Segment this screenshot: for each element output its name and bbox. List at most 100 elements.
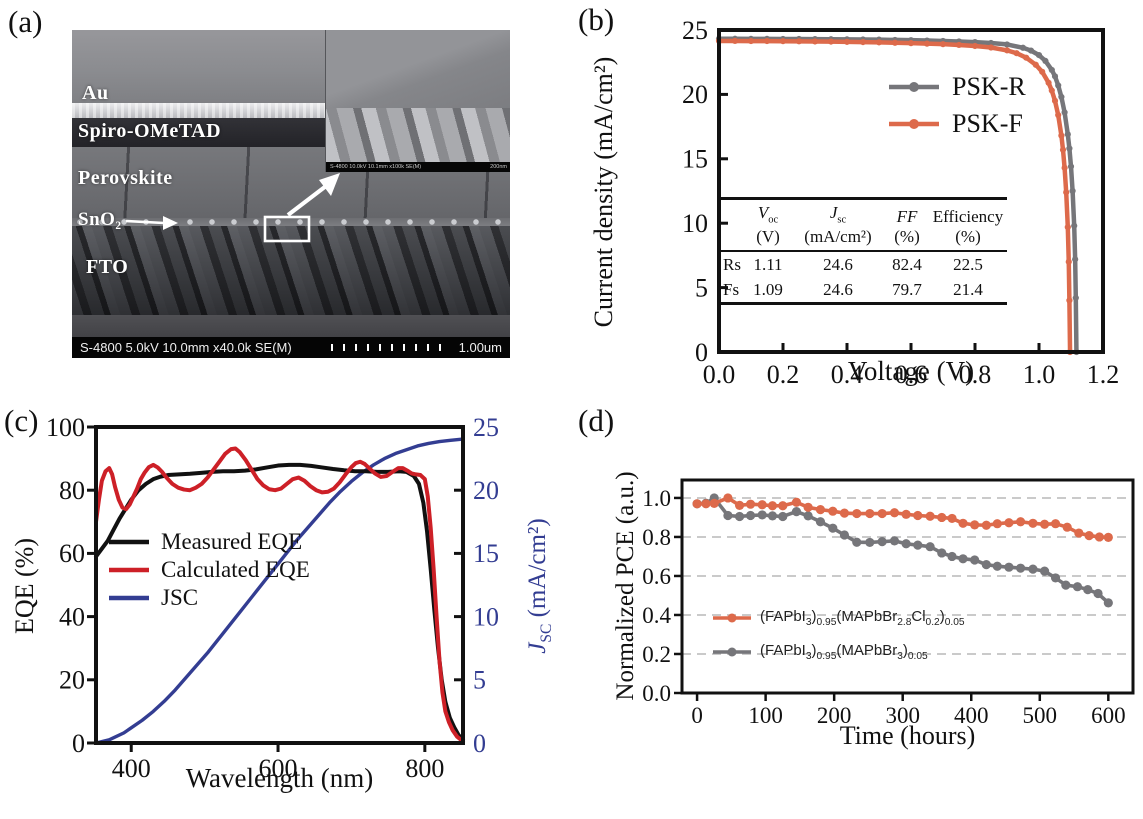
x-tick-label: 1.0 xyxy=(1023,360,1056,389)
y-tick-label: 25 xyxy=(682,16,708,45)
series-marker-(FAPbI3)0.95(MAPbBr2.8Cl0.2)0.05 xyxy=(865,508,875,519)
series-marker-PSK-R xyxy=(1071,222,1078,229)
series-marker-(FAPbI3)0.95(MAPbBr2.8Cl0.2)0.05 xyxy=(778,501,788,511)
series-marker-(FAPbI3)0.95(MAPbBr3)0.05 xyxy=(1061,580,1071,590)
y2-tick-label: 20 xyxy=(473,476,499,505)
series-marker-PSK-F xyxy=(955,41,963,49)
legend-item-(FAPbI3)0.95(MAPbBr2.8Cl0.2)0.05: (FAPbI3)0.95(MAPbBr2.8Cl0.2)0.05 xyxy=(712,601,965,635)
stability-x-axis-label: Time (hours) xyxy=(839,721,976,750)
x-tick-label: 1.2 xyxy=(1087,360,1120,389)
series-marker-PSK-F xyxy=(1039,68,1046,75)
series-marker-PSK-F xyxy=(923,40,931,47)
sem-status-bar: S-4800 5.0kV 10.0mm x40.0k SE(M) 1.00um xyxy=(72,337,510,358)
text-segment: J xyxy=(524,642,551,654)
y-tick-label: 80 xyxy=(59,476,85,505)
sem-inset-grain-region xyxy=(326,108,510,162)
y2-tick-label: 15 xyxy=(473,539,499,568)
sno2-arrow-head xyxy=(163,216,178,230)
y-tick-label: 60 xyxy=(59,539,85,568)
series-marker-(FAPbI3)0.95(MAPbBr3)0.05 xyxy=(1103,598,1113,608)
series-marker-PSK-R xyxy=(1069,187,1076,195)
x-tick-label: 0.4 xyxy=(831,360,864,389)
series-marker-(FAPbI3)0.95(MAPbBr2.8Cl0.2)0.05 xyxy=(992,519,1002,529)
sem-label-spiro: Spiro-OMeTAD xyxy=(78,120,222,142)
series-marker-PSK-R xyxy=(1019,44,1027,51)
series-marker-(FAPbI3)0.95(MAPbBr3)0.05 xyxy=(992,561,1002,571)
series-marker-(FAPbI3)0.95(MAPbBr2.8Cl0.2)0.05 xyxy=(1039,519,1050,529)
series-marker-PSK-R xyxy=(1042,57,1049,65)
table-header-cell: FF (%) xyxy=(894,206,920,246)
series-marker-PSK-F xyxy=(987,44,995,51)
series-marker-(FAPbI3)0.95(MAPbBr2.8Cl0.2)0.05 xyxy=(692,499,702,509)
x-tick-label: 400 xyxy=(954,703,989,728)
table-value-cell: 1.09 xyxy=(753,279,783,299)
panel-d: (d) 0 100 200 300 400 500 600 0.0 0.2 0.4 0.6 0.8 1.… xyxy=(570,395,1143,819)
text-segment: Cl xyxy=(911,608,926,625)
text-segment: (FAPbI xyxy=(760,642,806,659)
x-tick-label: 100 xyxy=(748,703,783,728)
series-marker-(FAPbI3)0.95(MAPbBr3)0.05 xyxy=(970,555,980,565)
inset-arrow-line xyxy=(286,181,332,217)
y-tick-label: 0.8 xyxy=(642,525,671,550)
series-marker-(FAPbI3)0.95(MAPbBr2.8Cl0.2)0.05 xyxy=(815,505,826,515)
series-marker-PSK-F xyxy=(971,42,979,50)
series-marker-(FAPbI3)0.95(MAPbBr2.8Cl0.2)0.05 xyxy=(839,508,850,518)
y2-tick-label: 5 xyxy=(473,666,486,695)
x-tick-label: 0.0 xyxy=(703,360,736,389)
sem-image: S-4800 10.0kV 10.1mm x100k SE(M) 200nm A… xyxy=(72,30,510,358)
series-marker-PSK-R xyxy=(1067,163,1075,170)
text-segment: (MAPbBr xyxy=(836,642,898,659)
table-row-label: Fs xyxy=(723,279,740,299)
sem-substrate-layer xyxy=(72,315,510,337)
series-marker-PSK-F xyxy=(1065,258,1072,265)
series-marker-PSK-F xyxy=(731,37,739,45)
series-marker-(FAPbI3)0.95(MAPbBr2.8Cl0.2)0.05 xyxy=(1062,522,1072,532)
text-segment: 2.8 xyxy=(897,617,912,628)
y-tick-label: 0 xyxy=(72,729,85,758)
series-marker-(FAPbI3)0.95(MAPbBr3)0.05 xyxy=(889,536,900,546)
legend-dot xyxy=(909,118,919,129)
series-marker-(FAPbI3)0.95(MAPbBr3)0.05 xyxy=(937,548,947,558)
series-marker-PSK-F xyxy=(875,39,883,46)
text-segment: 3 xyxy=(897,651,903,662)
series-marker-(FAPbI3)0.95(MAPbBr3)0.05 xyxy=(1050,573,1061,583)
text-segment: ) xyxy=(902,642,908,659)
series-marker-PSK-F xyxy=(1032,61,1039,68)
series-marker-(FAPbI3)0.95(MAPbBr3)0.05 xyxy=(852,537,862,547)
series-marker-PSK-F xyxy=(859,39,867,46)
x-tick-label: 200 xyxy=(817,703,852,728)
panel-a-label: (a) xyxy=(8,4,43,39)
y-tick-label: 40 xyxy=(59,602,85,631)
series-marker-(FAPbI3)0.95(MAPbBr2.8Cl0.2)0.05 xyxy=(803,502,813,512)
series-marker-(FAPbI3)0.95(MAPbBr2.8Cl0.2)0.05 xyxy=(913,510,923,521)
series-marker-(FAPbI3)0.95(MAPbBr2.8Cl0.2)0.05 xyxy=(791,497,802,507)
series-marker-PSK-F xyxy=(907,40,915,47)
series-marker-(FAPbI3)0.95(MAPbBr2.8Cl0.2)0.05 xyxy=(970,520,980,530)
plot-frame xyxy=(680,478,1135,695)
y-tick-label: 10 xyxy=(682,209,708,238)
legend-swatch xyxy=(889,81,939,92)
y-tick-label: 20 xyxy=(682,80,708,109)
text-segment: 0.95 xyxy=(816,651,837,662)
table-rule xyxy=(721,250,1007,253)
series-marker-(FAPbI3)0.95(MAPbBr3)0.05 xyxy=(1083,585,1093,595)
series-marker-(FAPbI3)0.95(MAPbBr2.8Cl0.2)0.05 xyxy=(1084,530,1094,541)
legend-swatch xyxy=(109,595,149,601)
series-marker-PSK-F xyxy=(811,38,819,45)
series-marker-(FAPbI3)0.95(MAPbBr2.8Cl0.2)0.05 xyxy=(1015,517,1026,527)
series-marker-(FAPbI3)0.95(MAPbBr2.8Cl0.2)0.05 xyxy=(723,493,733,503)
x-tick-label: 0 xyxy=(691,703,703,728)
series-marker-PSK-F xyxy=(1055,111,1062,119)
series-marker-PSK-F xyxy=(1023,54,1030,61)
panel-a: (a) S-4800 10.0kV 10.1mm x100k SE(M) 200… xyxy=(0,0,570,395)
legend-item-PSK-F: PSK-F xyxy=(888,105,1026,142)
y-tick-label: 0.2 xyxy=(642,642,671,667)
series-line-Measured EQE xyxy=(94,462,465,742)
series-marker-PSK-F xyxy=(827,38,835,45)
y-tick-label: 5 xyxy=(695,273,708,302)
jv-x-axis-label: Voltage (V) xyxy=(847,356,975,386)
x-tick-label: 0.2 xyxy=(767,360,800,389)
legend-label: JSC xyxy=(161,585,199,610)
series-marker-PSK-R xyxy=(1061,109,1068,116)
series-marker-PSK-R xyxy=(1072,256,1079,263)
